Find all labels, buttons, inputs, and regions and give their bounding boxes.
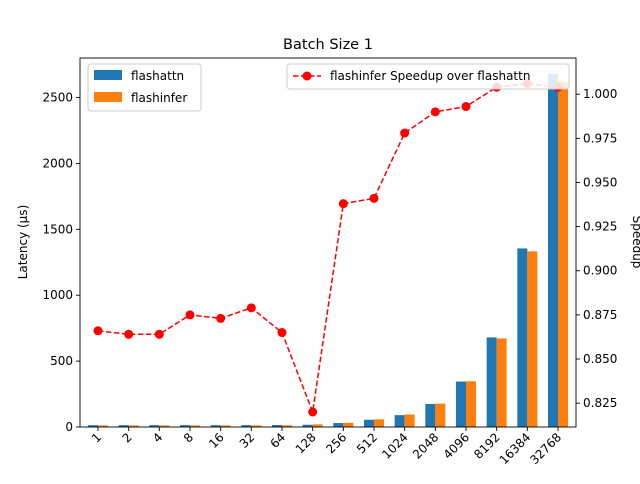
bar-flashattn-64	[272, 425, 282, 427]
bar-flashattn-2	[118, 425, 129, 427]
legend-swatch-flashinfer	[94, 92, 122, 102]
x-tick-label-2048: 2048	[410, 430, 441, 461]
bar-flashinfer-8192	[496, 338, 507, 427]
bar-flashattn-512	[364, 419, 374, 427]
y-tick-label-1500: 1500	[42, 222, 73, 236]
bar-flashattn-128	[302, 424, 313, 427]
x-tick-label-16: 16	[206, 430, 227, 451]
x-tick-label-1: 1	[89, 430, 104, 445]
bar-flashinfer-1024	[404, 414, 415, 427]
x-tick-label-512: 512	[354, 430, 380, 456]
speedup-point-512	[369, 193, 379, 203]
bar-flashattn-1024	[394, 415, 405, 427]
y2-tick-label-0.85: 0.850	[583, 352, 617, 366]
x-tick-label-128: 128	[293, 430, 319, 456]
x-tick-label-64: 64	[267, 430, 288, 451]
speedup-point-2048	[430, 107, 440, 117]
y-tick-label-500: 500	[50, 354, 73, 368]
speedup-point-256	[338, 199, 348, 209]
bar-flashattn-16384	[517, 248, 528, 427]
bar-flashinfer-128	[312, 424, 323, 427]
y-tick-label-2500: 2500	[42, 91, 73, 105]
legend-label-speedup: flashinfer Speedup over flashattn	[330, 69, 530, 83]
speedup-point-4	[154, 329, 164, 339]
bar-flashattn-32768	[548, 73, 558, 428]
legend-speedup: flashinfer Speedup over flashattn	[286, 63, 570, 90]
y2-tick-label-1: 1.000	[583, 87, 617, 101]
speedup-point-128	[308, 407, 318, 417]
chart-title: Batch Size 1	[283, 37, 373, 53]
speedup-point-1024	[400, 128, 410, 138]
legend-swatch-flashattn	[94, 70, 122, 80]
x-tick-label-32: 32	[237, 430, 258, 451]
bar-flashinfer-512	[374, 419, 384, 427]
speedup-point-32	[246, 303, 256, 313]
x-tick-label-256: 256	[323, 430, 349, 456]
speedup-point-2	[124, 329, 134, 339]
y2-tick-label-0.95: 0.950	[583, 175, 617, 189]
bar-flashinfer-16	[220, 425, 231, 427]
y2-tick-label-0.9: 0.900	[583, 264, 617, 278]
speedup-point-64	[277, 328, 287, 338]
bar-flashinfer-8	[190, 425, 200, 427]
bar-flashattn-4096	[456, 381, 466, 427]
speedup-point-8	[185, 310, 195, 320]
bar-flashinfer-256	[343, 422, 354, 427]
y2-tick-label-0.825: 0.825	[583, 396, 617, 410]
bars-layer	[88, 73, 568, 428]
legend-bars: flashattn flashinfer	[87, 63, 202, 112]
x-tick-label-16384: 16384	[497, 430, 534, 467]
x-tick-label-32768: 32768	[527, 430, 564, 467]
bar-flashattn-32	[241, 425, 252, 427]
bar-flashinfer-4	[159, 425, 170, 427]
bar-flashinfer-32	[251, 425, 262, 427]
x-tick-label-8: 8	[181, 430, 196, 445]
y2-tick-label-0.875: 0.875	[583, 308, 617, 322]
bar-flashinfer-1	[98, 425, 108, 427]
bar-flashattn-16	[210, 425, 221, 427]
y-tick-label-2000: 2000	[42, 156, 73, 170]
bar-flashattn-8	[180, 425, 190, 427]
bar-flashinfer-16384	[527, 251, 538, 427]
x-tick-label-4096: 4096	[441, 430, 472, 461]
bar-flashinfer-2	[128, 425, 139, 427]
legend-swatch-speedup-marker	[302, 71, 312, 81]
x-tick-label-4: 4	[150, 430, 165, 445]
legend-label-flashinfer: flashinfer	[131, 91, 187, 105]
bar-flashattn-4	[149, 425, 160, 427]
y-axis-label: Latency (µs)	[16, 205, 30, 280]
bar-flashattn-256	[333, 423, 344, 427]
y-tick-label-1000: 1000	[42, 288, 73, 302]
plot-frame	[79, 57, 577, 428]
bar-flashattn-1	[88, 425, 98, 427]
bar-flashinfer-64	[282, 425, 292, 427]
bar-flashinfer-32768	[558, 81, 568, 427]
x-tick-label-2: 2	[119, 430, 134, 445]
y2-tick-label-0.925: 0.925	[583, 220, 617, 234]
y-tick-label-0: 0	[65, 420, 73, 434]
legend-label-flashattn: flashattn	[131, 69, 184, 83]
speedup-point-4096	[461, 102, 471, 112]
speedup-point-1	[93, 326, 103, 336]
legend-speedup-box	[286, 63, 570, 90]
bar-flashattn-2048	[425, 403, 436, 427]
bar-flashinfer-4096	[466, 381, 476, 427]
speedup-point-16	[216, 313, 226, 323]
bar-flashinfer-2048	[435, 403, 446, 427]
x-tick-label-1024: 1024	[379, 430, 410, 461]
y2-tick-label-0.975: 0.975	[583, 131, 617, 145]
y2-axis-label: Speedup	[630, 216, 640, 269]
bar-flashattn-8192	[486, 337, 497, 427]
